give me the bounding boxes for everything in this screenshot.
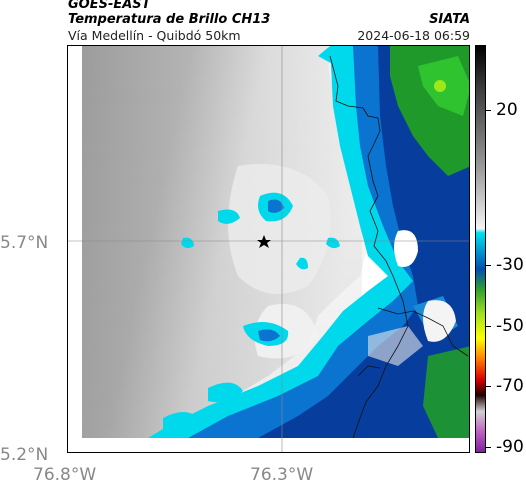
cbar-label-20: 20 xyxy=(496,100,518,120)
cbar-label-m70: -70 xyxy=(496,376,524,396)
star-icon xyxy=(257,235,271,248)
cbar-tick-m90 xyxy=(486,447,491,448)
cbar-label-m30: -30 xyxy=(496,255,524,275)
colorbar-gradient xyxy=(476,46,485,452)
satellite-map[interactable] xyxy=(67,45,470,453)
datetime-label: 2024-06-18 06:59 xyxy=(357,28,470,43)
green-zone-2 xyxy=(423,346,469,438)
colorbar xyxy=(475,45,486,453)
cbar-label-m50: -50 xyxy=(496,316,524,336)
cbar-tick-m50 xyxy=(486,326,491,327)
cbar-tick-20 xyxy=(486,110,491,111)
cbar-tick-m70 xyxy=(486,386,491,387)
lon-label-76-3: 76.3°W xyxy=(250,465,314,485)
org-label: SIATA xyxy=(429,12,470,27)
cbar-label-m90: -90 xyxy=(496,437,524,457)
cbar-tick-m30 xyxy=(486,265,491,266)
lon-label-76-8: 76.8°W xyxy=(33,465,97,485)
title-product: Temperatura de Brillo CH13 xyxy=(68,12,271,27)
region-label: Vía Medellín - Quibdó 50km xyxy=(68,28,241,43)
border-line xyxy=(329,55,409,439)
lat-label-5-7: 5.7°N xyxy=(0,233,49,253)
title-satellite: GOES-EAST xyxy=(68,0,151,12)
lat-label-5-2: 5.2°N xyxy=(0,445,49,465)
map-canvas xyxy=(68,46,469,452)
